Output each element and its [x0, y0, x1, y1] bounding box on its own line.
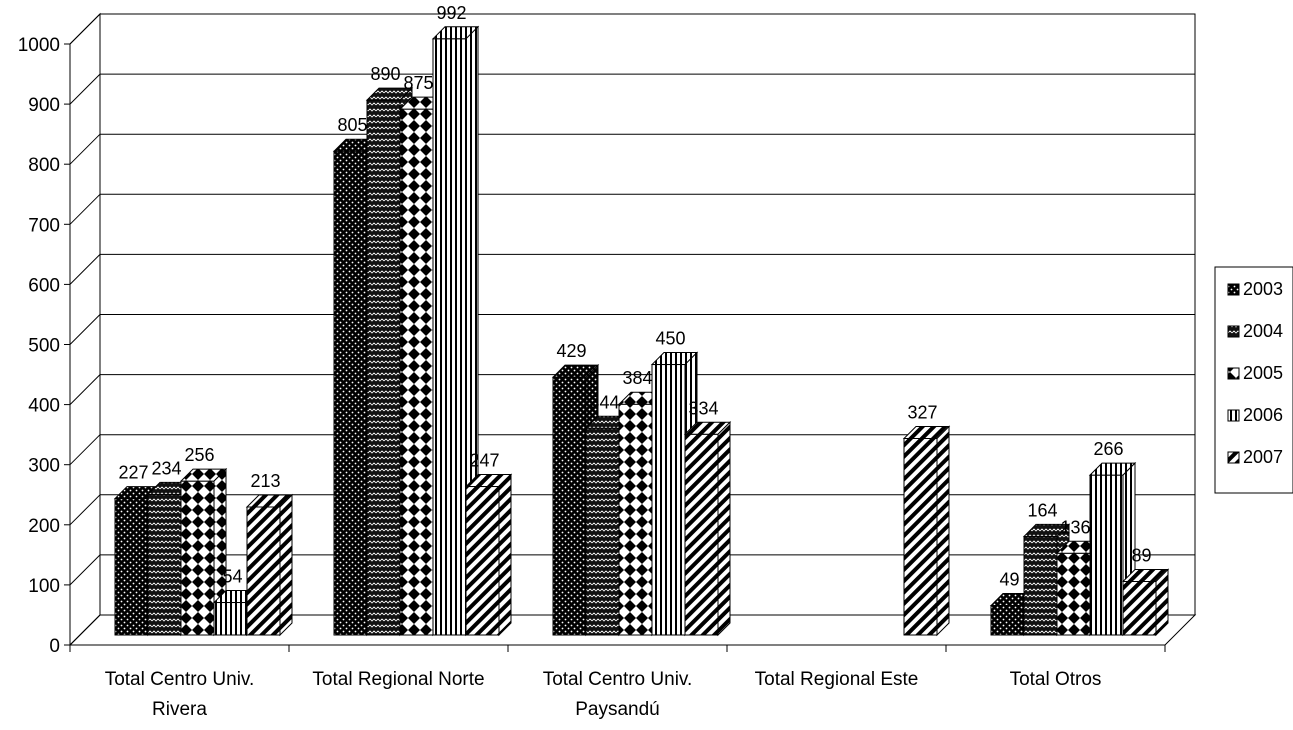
data-label: 89	[1131, 546, 1151, 566]
bar-side	[717, 421, 731, 637]
bar-front	[333, 150, 368, 636]
x-category-label: Total Regional Norte	[312, 669, 484, 690]
data-label: 334	[688, 398, 718, 418]
y-tick-label: 100	[28, 576, 60, 597]
bar-front	[651, 364, 686, 636]
bar-front	[246, 506, 281, 636]
gridline-side	[69, 554, 101, 586]
bar-front	[903, 437, 938, 636]
y-tick-label: 500	[28, 336, 60, 357]
bar-2007	[683, 421, 732, 637]
bar-side	[1155, 568, 1169, 637]
gridline-side	[69, 193, 101, 225]
data-label: 805	[337, 115, 367, 135]
y-tick-label: 800	[28, 155, 60, 176]
legend-label-2005: 2005	[1243, 363, 1283, 383]
bar-2005	[179, 467, 228, 637]
gridline-side	[69, 434, 101, 466]
bar-2006	[1088, 461, 1137, 637]
bar-side	[279, 493, 293, 637]
data-label: 327	[907, 402, 937, 422]
bar-front	[1089, 474, 1124, 636]
bar-front	[147, 493, 182, 636]
bar-front	[432, 38, 467, 636]
legend-swatch-2004	[1227, 325, 1240, 338]
bar-front	[114, 498, 149, 636]
data-label: 164	[1027, 500, 1057, 520]
legend-label-2007: 2007	[1243, 447, 1283, 467]
gridline-side	[69, 73, 101, 105]
x-category-label: Total Centro Univ. Paysandú	[543, 669, 693, 720]
legend-swatch-2007	[1227, 451, 1240, 464]
data-label: 992	[436, 3, 466, 23]
y-tick-label: 400	[28, 396, 60, 417]
y-tick-label: 600	[28, 275, 60, 296]
legend-swatch-2003	[1227, 283, 1240, 296]
bar-2007	[1121, 568, 1170, 637]
data-label: 266	[1093, 439, 1123, 459]
gridline-side	[69, 314, 101, 345]
bar-front	[213, 602, 248, 636]
data-label: 256	[184, 445, 214, 465]
data-label: 890	[370, 64, 400, 84]
gridline-side	[69, 254, 101, 285]
legend-swatch-2005	[1227, 367, 1240, 380]
x-category-label: Total Centro Univ. Rivera	[105, 669, 255, 720]
axes: 0 100 200 300 400 500 600 700 800 900 1000 Total Ce…	[18, 35, 1166, 720]
data-label: 875	[403, 73, 433, 93]
data-label: 54	[222, 567, 242, 587]
bar-front	[465, 486, 500, 636]
bar-front	[180, 480, 215, 636]
bar-front	[366, 99, 401, 636]
gridline-side	[69, 13, 101, 45]
bar-front	[399, 108, 434, 636]
legend-label-2004: 2004	[1243, 321, 1283, 341]
y-tick-label: 0	[49, 636, 60, 657]
x-category-label: Total Regional Este	[755, 669, 919, 690]
bar-side	[498, 473, 512, 637]
gridline-side	[69, 494, 101, 526]
data-label: 136	[1060, 517, 1090, 537]
data-label: 213	[250, 471, 280, 491]
bar-front	[585, 427, 620, 636]
data-label: 344	[589, 392, 619, 412]
bar-side	[936, 425, 950, 637]
legend-swatch-2006	[1227, 409, 1240, 422]
y-tick-label: 1000	[18, 35, 60, 56]
y-tick-label: 200	[28, 516, 60, 537]
legend: 2003 2004 2005 2006 2007	[1214, 266, 1293, 494]
bars	[113, 25, 1170, 637]
data-label: 384	[622, 368, 652, 388]
x-category-label: Total Otros	[1010, 669, 1102, 690]
gridline-side	[69, 133, 101, 165]
legend-label-2006: 2006	[1243, 405, 1283, 425]
data-label: 234	[151, 458, 181, 478]
bar-front	[618, 403, 653, 636]
bar-front	[990, 605, 1025, 636]
legend-label-2003: 2003	[1243, 279, 1283, 299]
bar-front	[552, 376, 587, 636]
data-label: 49	[999, 570, 1019, 590]
data-label: 429	[556, 341, 586, 361]
gridline-side	[69, 374, 101, 405]
bar-front	[1023, 535, 1058, 636]
y-tick-label: 900	[28, 95, 60, 116]
y-tick-label: 300	[28, 456, 60, 477]
data-label: 227	[118, 463, 148, 483]
bar-2007	[245, 493, 294, 637]
gridline-side	[69, 614, 101, 646]
data-label: 450	[655, 329, 685, 349]
bar-2007	[902, 425, 951, 637]
bar-front	[1122, 581, 1157, 636]
bar-2006	[650, 351, 699, 637]
bar-front	[684, 433, 719, 636]
y-tick-label: 700	[28, 215, 60, 236]
data-label: 247	[469, 451, 499, 471]
bar-2007	[464, 473, 513, 637]
bar-front	[1056, 552, 1091, 636]
